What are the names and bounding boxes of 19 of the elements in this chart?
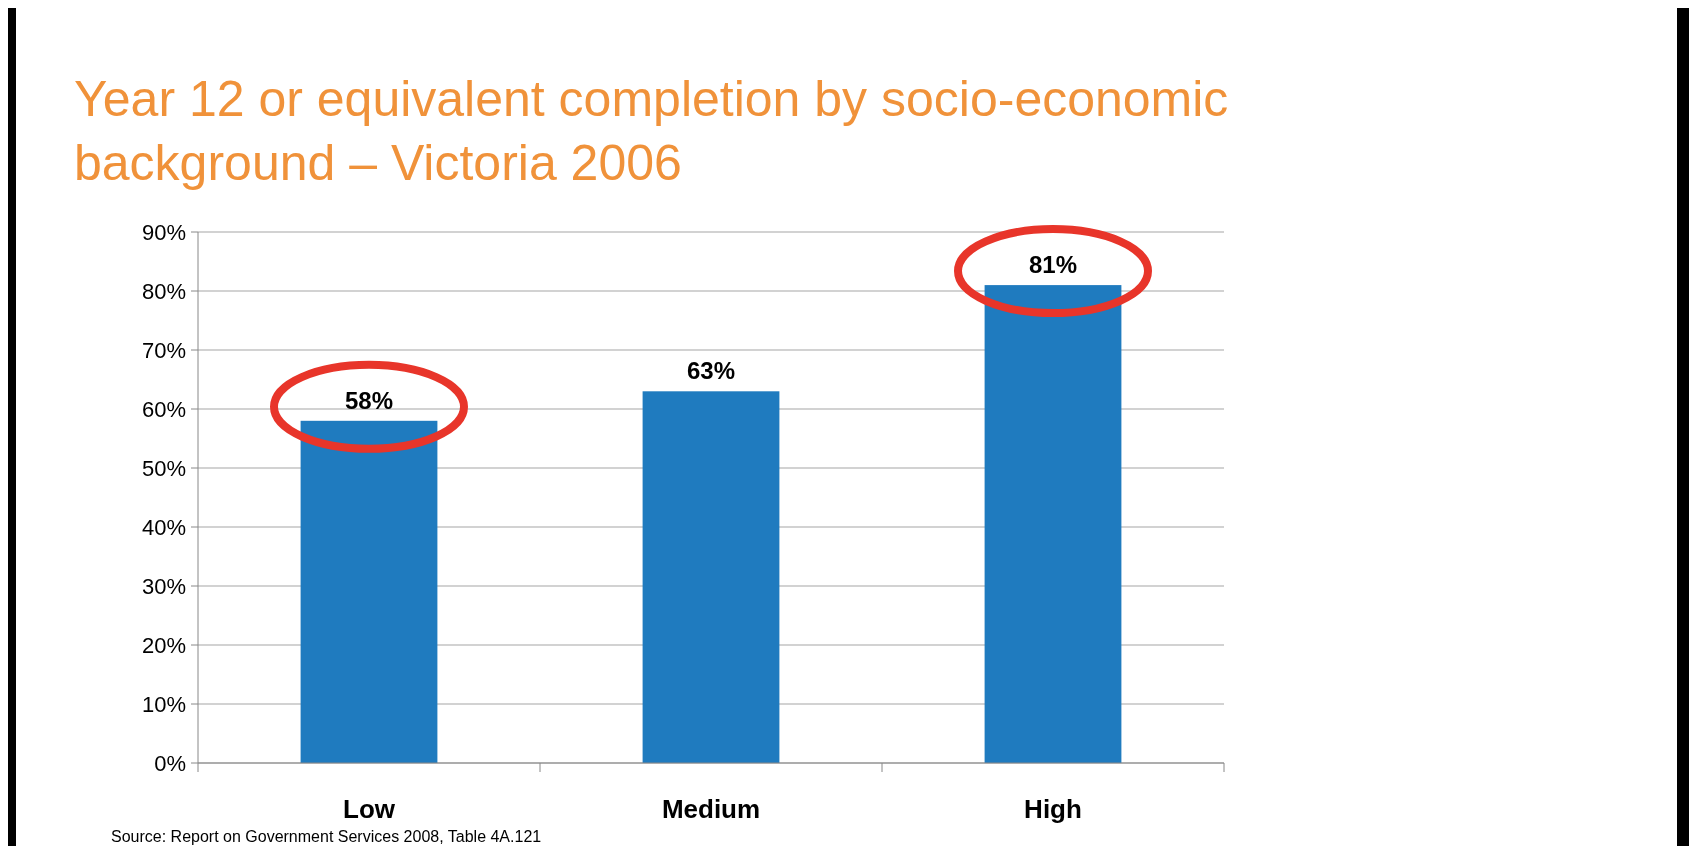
y-tick-label: 20% (141, 632, 186, 658)
y-tick-label: 40% (141, 514, 186, 540)
bar (642, 391, 780, 763)
x-tick-label: Medium (661, 794, 761, 824)
x-tick-label: High (1024, 794, 1082, 824)
y-tick-label: 90% (141, 219, 186, 245)
y-tick-label: 60% (141, 396, 186, 422)
source-note: Source: Report on Government Services 2008, Table 4A.121 (111, 828, 542, 845)
data-label: 81% (1028, 251, 1078, 279)
x-tick-label: Low (343, 794, 396, 824)
y-tick-label: 80% (141, 278, 186, 304)
y-tick-label: 0% (154, 750, 186, 776)
data-label: 58% (344, 386, 394, 414)
y-tick-label: 10% (141, 691, 186, 717)
chart-title: Year 12 or equivalent completion by socio-economic background – Victoria 2006 (74, 71, 1229, 191)
y-tick-label: 70% (141, 337, 186, 363)
y-tick-label: 30% (141, 573, 186, 599)
y-tick-label: 50% (141, 455, 186, 481)
data-label: 63% (686, 357, 736, 385)
